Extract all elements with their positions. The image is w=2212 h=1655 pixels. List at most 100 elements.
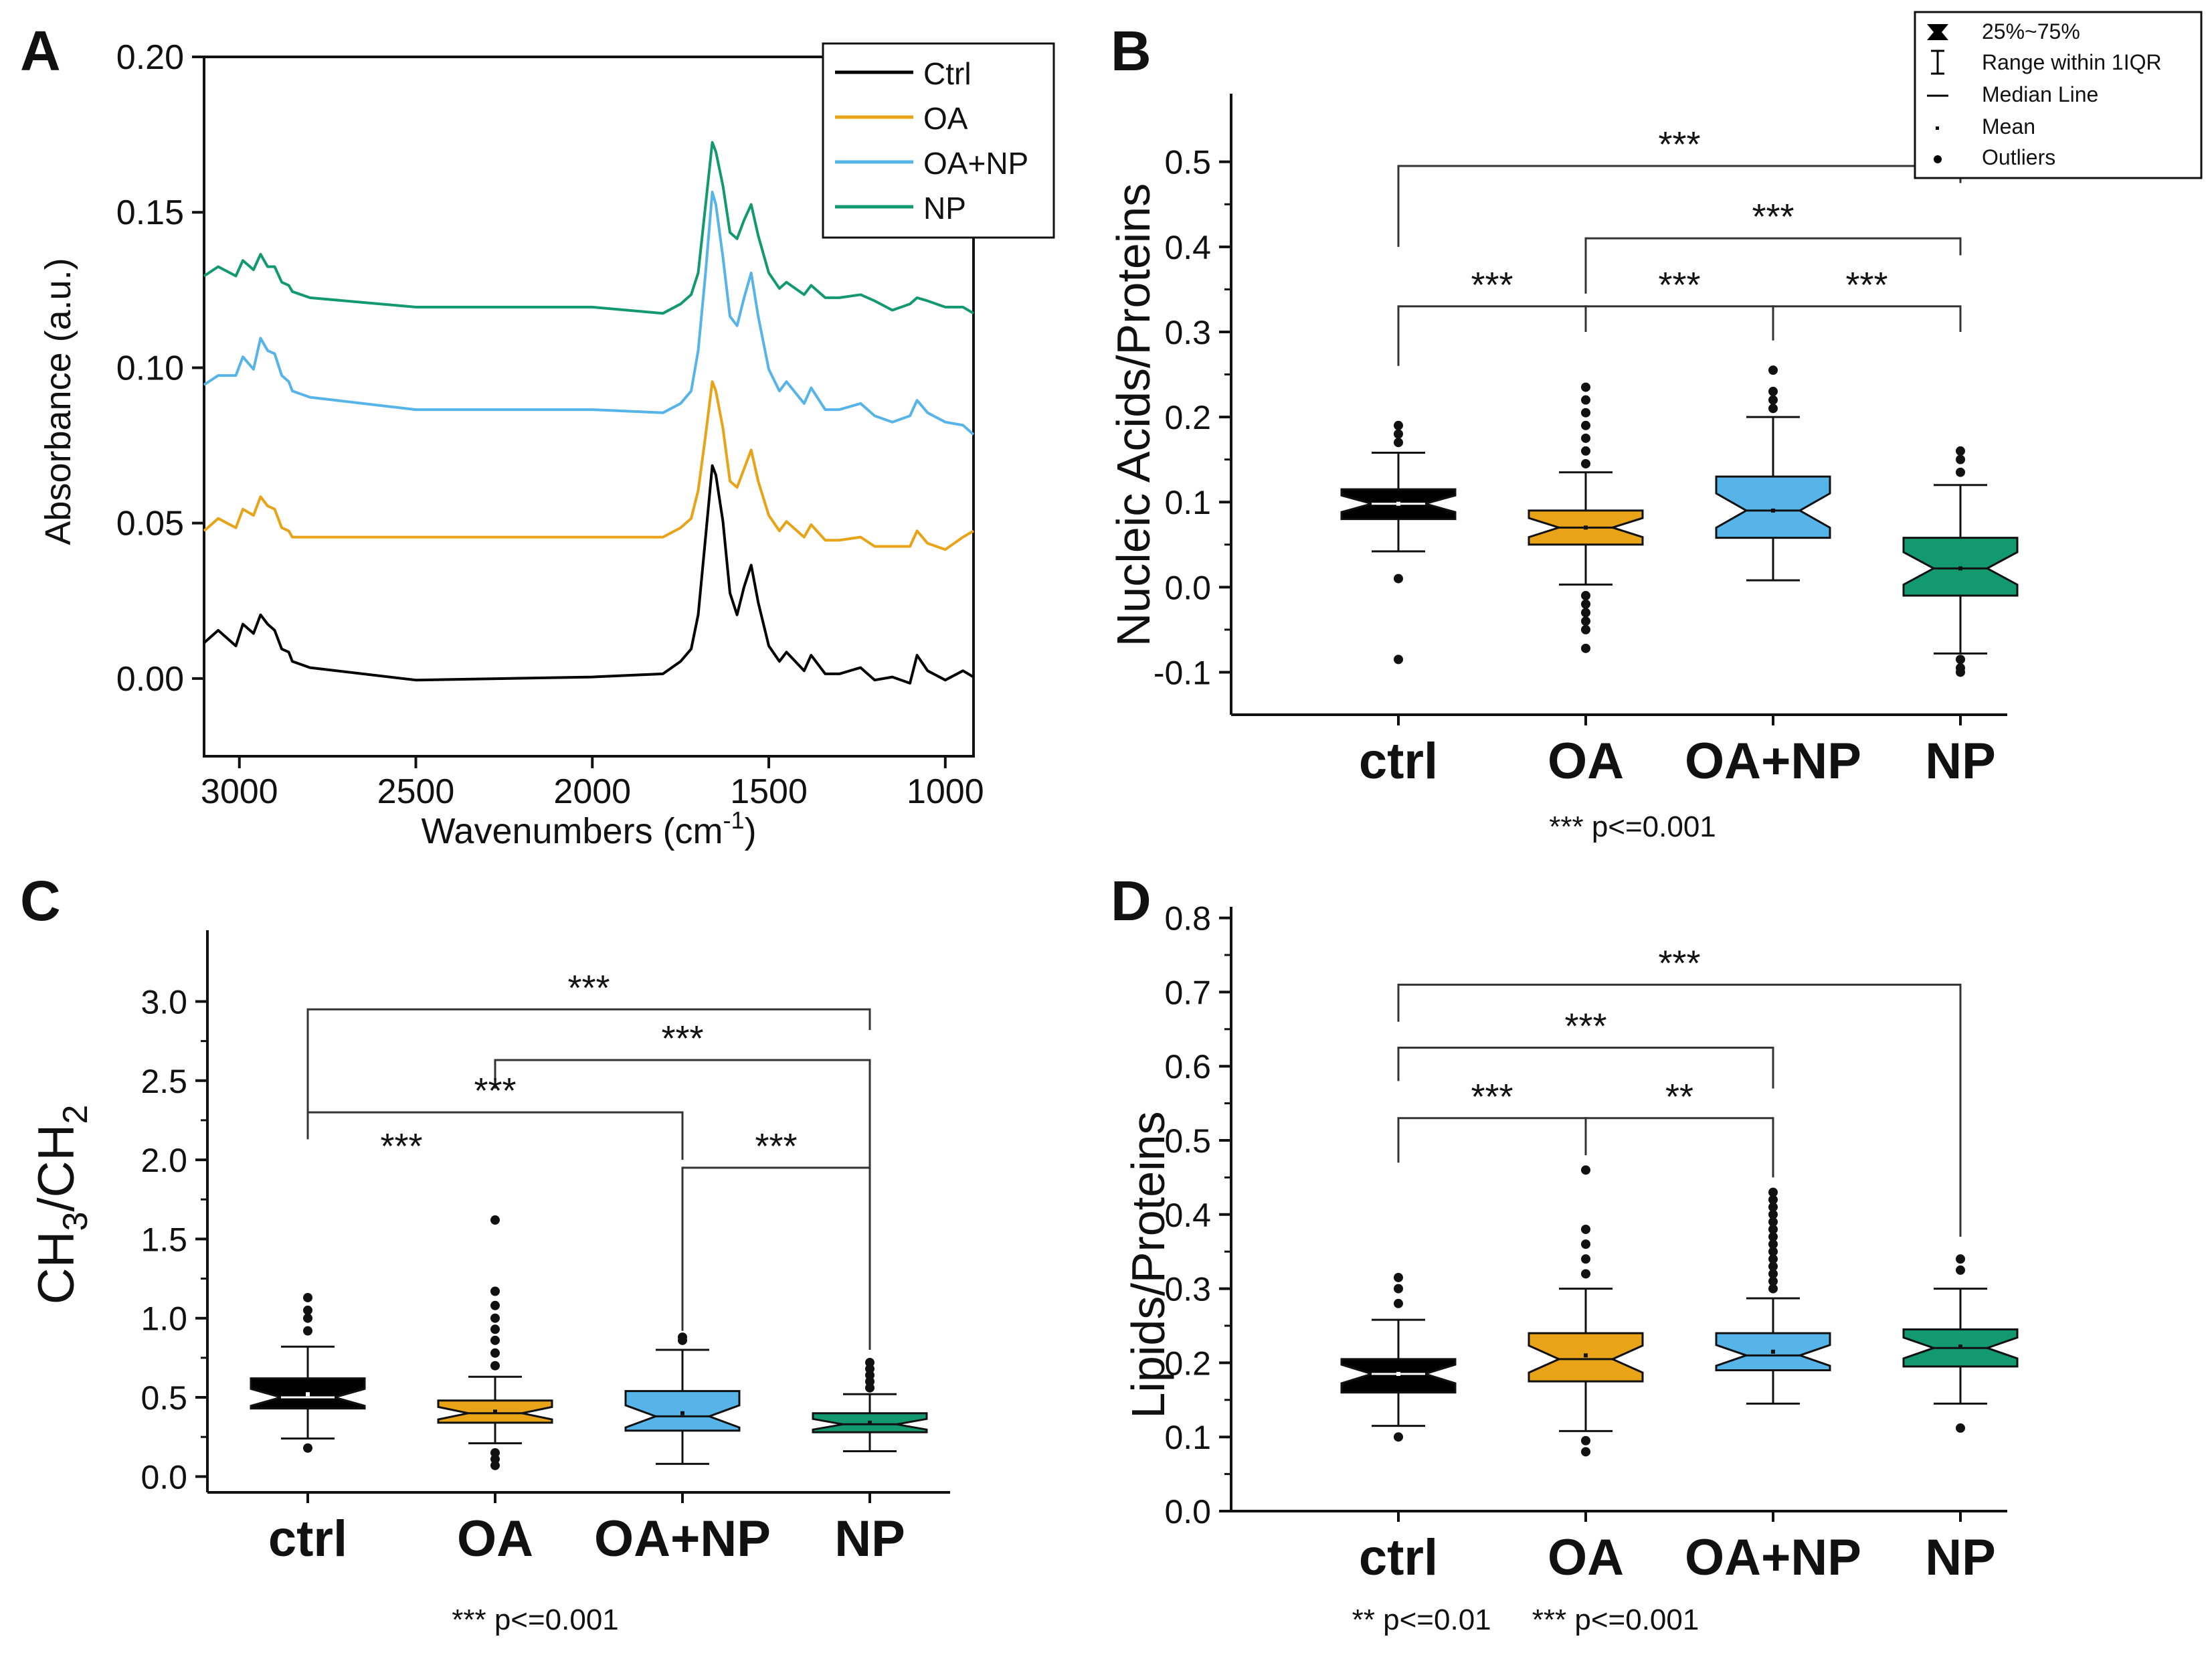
x-category-label: OA bbox=[1548, 733, 1624, 790]
significance-bracket bbox=[1397, 1047, 1774, 1089]
significance-stars: *** bbox=[1471, 1077, 1513, 1117]
outlier-point bbox=[1768, 395, 1778, 405]
x-category-label: OA+NP bbox=[1685, 1529, 1861, 1586]
outlier-point bbox=[1956, 454, 1965, 464]
significance-bracket bbox=[1584, 237, 1962, 294]
y-tick-label: 3.0 bbox=[141, 983, 187, 1021]
outlier-point bbox=[678, 1332, 687, 1342]
y-tick-label: 0.4 bbox=[1164, 1197, 1211, 1234]
significance-stars: *** bbox=[1658, 124, 1700, 165]
significance-stars: *** bbox=[661, 1019, 703, 1059]
legend-whisker-symbol bbox=[1931, 50, 1944, 75]
panel-b-plot: -0.1 0.0 0.1 0.2 0.3 0.4 0.5 ctrl OA OA+NP NP *** **… bbox=[1154, 94, 2019, 790]
significance-bracket bbox=[306, 1111, 684, 1160]
y-tick-label: 0.3 bbox=[1164, 314, 1211, 351]
y-tick-label: 0.1 bbox=[1164, 1419, 1211, 1456]
y-tick-label: 0.10 bbox=[116, 349, 184, 387]
outlier-point bbox=[303, 1292, 312, 1302]
significance-stars: *** bbox=[1845, 265, 1887, 305]
outlier-point bbox=[1768, 386, 1778, 396]
x-category-label: OA bbox=[1548, 1529, 1624, 1586]
y-tick-label: 2.5 bbox=[141, 1063, 187, 1100]
y-tick-label: 0.8 bbox=[1164, 900, 1211, 938]
outlier-point bbox=[1581, 1239, 1590, 1249]
x-tick-label: 1000 bbox=[907, 772, 984, 811]
outlier-point bbox=[1394, 1272, 1403, 1282]
mean-marker bbox=[1958, 1344, 1962, 1349]
y-tick-label: 1.5 bbox=[141, 1221, 187, 1258]
x-category-label: NP bbox=[1925, 1529, 1996, 1586]
spectrum-line-oa-np bbox=[203, 191, 975, 436]
panel-d-plot: 0.0 0.1 0.2 0.3 0.4 0.5 0.6 0.7 0.8 ctrl OA OA+NP NP… bbox=[1164, 900, 2019, 1586]
y-tick-label: -0.1 bbox=[1154, 654, 1211, 691]
y-tick-label: 0.5 bbox=[1164, 144, 1211, 181]
y-tick-label: 0.00 bbox=[116, 660, 184, 699]
significance-stars: *** bbox=[567, 968, 610, 1008]
outlier-point bbox=[1581, 591, 1590, 601]
panel-a-spectra: A 0.00 0.05 0.10 0.15 0.20 3000 2500 2000 1500 1… bbox=[20, 19, 1055, 851]
significance-bracket bbox=[1397, 1117, 1587, 1163]
outlier-point bbox=[1581, 433, 1590, 443]
box-oa-np bbox=[624, 1390, 741, 1432]
panel-b-significance-note: *** p<=0.001 bbox=[1549, 810, 1716, 843]
y-tick-label: 2.0 bbox=[141, 1142, 187, 1179]
outlier-point bbox=[1581, 1269, 1590, 1279]
outlier-point bbox=[490, 1324, 500, 1334]
panel-c-significance-note: *** p<=0.001 bbox=[452, 1603, 619, 1636]
mean-marker bbox=[493, 1409, 497, 1414]
outlier-point bbox=[1394, 429, 1403, 439]
outlier-point bbox=[1581, 1224, 1590, 1234]
spectrum-line-ctrl bbox=[203, 464, 975, 685]
outlier-point bbox=[490, 1335, 500, 1345]
significance-stars: *** bbox=[474, 1071, 516, 1111]
outlier-point bbox=[1768, 1187, 1778, 1197]
outlier-point bbox=[1581, 1254, 1590, 1264]
outlier-point bbox=[1394, 655, 1403, 665]
outlier-point bbox=[1956, 467, 1965, 477]
y-tick-label: 0.2 bbox=[1164, 1344, 1211, 1382]
outlier-point bbox=[1581, 616, 1590, 626]
significance-bracket bbox=[1397, 983, 1962, 1237]
significance-stars: ** bbox=[1665, 1077, 1693, 1117]
outlier-point bbox=[1581, 624, 1590, 634]
panel-d-lipids: D 0.0 0.1 0.2 0.3 0.4 0.5 0.6 0.7 0.8 ctrl OA OA+NP… bbox=[1111, 869, 2019, 1636]
significance-bracket bbox=[306, 1008, 871, 1113]
legend-whisker-label: Range within 1IQR bbox=[1982, 50, 2162, 74]
y-tick-label: 0.5 bbox=[1164, 1122, 1211, 1160]
legend-mean-symbol bbox=[1936, 126, 1939, 130]
panel-a-letter: A bbox=[20, 19, 61, 82]
mean-marker bbox=[1396, 501, 1400, 506]
mean-marker bbox=[1584, 1353, 1588, 1358]
outlier-point bbox=[1956, 1265, 1965, 1275]
panel-b-y-axis-label: Nucleic Acids/Proteins bbox=[1107, 183, 1160, 647]
outlier-point bbox=[303, 1313, 312, 1323]
y-tick-label: 0.4 bbox=[1164, 229, 1211, 266]
mean-marker bbox=[868, 1420, 872, 1425]
outlier-point bbox=[490, 1286, 500, 1296]
x-tick-label: 2000 bbox=[553, 772, 631, 811]
outlier-point bbox=[1581, 408, 1590, 418]
mean-marker bbox=[680, 1411, 684, 1415]
legend-label-ctrl: Ctrl bbox=[923, 56, 972, 91]
panel-a-legend: Ctrl OA OA+NP NP bbox=[822, 42, 1055, 239]
outlier-point bbox=[303, 1443, 312, 1453]
mean-marker bbox=[1958, 566, 1962, 571]
outlier-point bbox=[1581, 420, 1590, 430]
x-category-label: OA+NP bbox=[1685, 733, 1861, 790]
outlier-point bbox=[490, 1300, 500, 1310]
panel-a-x-ticks: 3000 2500 2000 1500 1000 bbox=[201, 756, 984, 811]
legend-box-symbol bbox=[1927, 24, 1948, 40]
x-tick-label: 3000 bbox=[201, 772, 278, 811]
outlier-point bbox=[1768, 1217, 1778, 1227]
outlier-point bbox=[1768, 1209, 1778, 1219]
outlier-point bbox=[1768, 1224, 1778, 1234]
y-tick-label: 0.7 bbox=[1164, 974, 1211, 1011]
outlier-point bbox=[1956, 1423, 1965, 1433]
x-category-label: ctrl bbox=[1359, 1529, 1438, 1586]
outlier-point bbox=[1581, 1165, 1590, 1175]
x-tick-label: 2500 bbox=[377, 772, 455, 811]
significance-stars: *** bbox=[380, 1126, 422, 1166]
outlier-point bbox=[1768, 1232, 1778, 1242]
outlier-point bbox=[1956, 667, 1965, 677]
